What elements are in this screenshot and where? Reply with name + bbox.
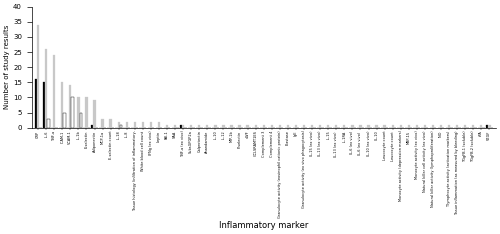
Bar [61, 82, 64, 128]
Bar [37, 25, 40, 128]
Bar [327, 125, 330, 128]
Bar [311, 125, 313, 128]
Bar [134, 122, 136, 128]
Bar [158, 122, 160, 128]
Bar [360, 125, 362, 128]
Bar [246, 125, 249, 128]
Bar [120, 125, 122, 128]
Bar [432, 125, 434, 128]
Bar [392, 125, 394, 128]
Bar [270, 125, 273, 128]
Bar [416, 125, 418, 128]
Bar [319, 125, 322, 128]
Bar [69, 85, 71, 128]
Bar [352, 125, 354, 128]
Bar [34, 79, 37, 128]
Bar [448, 125, 450, 128]
Bar [110, 119, 112, 128]
Bar [488, 125, 490, 128]
Bar [295, 125, 297, 128]
Bar [206, 125, 208, 128]
Bar [472, 125, 474, 128]
Bar [94, 100, 96, 128]
Bar [72, 97, 74, 128]
Bar [42, 82, 45, 128]
Bar [262, 125, 265, 128]
Bar [53, 55, 56, 128]
Bar [190, 125, 192, 128]
Bar [440, 125, 442, 128]
Bar [142, 122, 144, 128]
Bar [126, 122, 128, 128]
Bar [166, 125, 168, 128]
Bar [118, 122, 120, 128]
Bar [230, 125, 232, 128]
Bar [464, 125, 466, 128]
Bar [303, 125, 305, 128]
Bar [254, 125, 257, 128]
Bar [456, 125, 458, 128]
Bar [222, 125, 224, 128]
Bar [343, 125, 345, 128]
X-axis label: Inflammatory marker: Inflammatory marker [219, 221, 308, 230]
Bar [376, 125, 378, 128]
Bar [287, 125, 289, 128]
Bar [384, 125, 386, 128]
Bar [198, 125, 200, 128]
Bar [80, 113, 82, 128]
Bar [368, 125, 370, 128]
Bar [150, 122, 152, 128]
Bar [408, 125, 410, 128]
Bar [180, 125, 182, 128]
Bar [238, 125, 240, 128]
Bar [400, 125, 402, 128]
Bar [335, 125, 338, 128]
Bar [64, 113, 66, 128]
Bar [174, 125, 176, 128]
Bar [102, 119, 103, 128]
Bar [424, 125, 426, 128]
Bar [278, 125, 281, 128]
Bar [214, 125, 216, 128]
Bar [45, 49, 48, 128]
Bar [480, 125, 482, 128]
Bar [48, 119, 50, 128]
Bar [86, 97, 87, 128]
Bar [78, 97, 80, 128]
Y-axis label: Number of study results: Number of study results [4, 25, 10, 109]
Bar [486, 125, 488, 128]
Bar [91, 125, 94, 128]
Bar [182, 125, 184, 128]
